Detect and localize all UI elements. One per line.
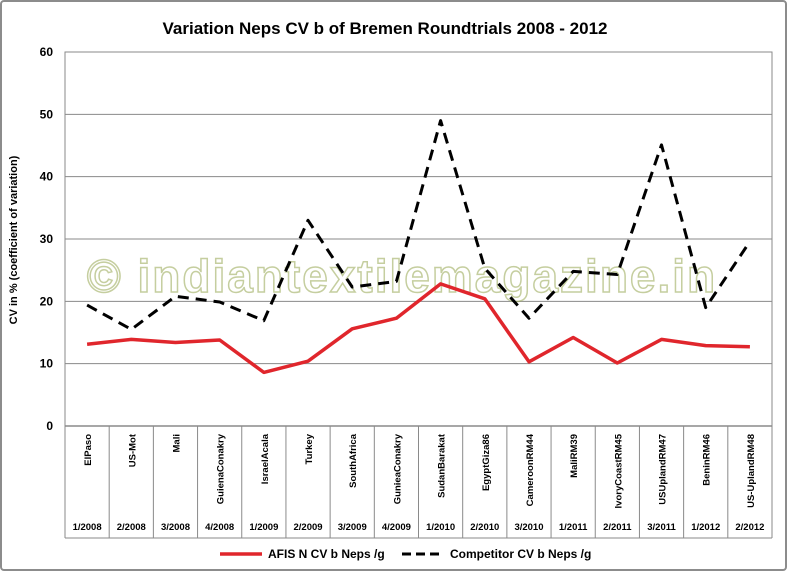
category-label: GuienaConakry	[216, 433, 227, 504]
period-label: 3/2008	[161, 522, 190, 533]
category-label: SudanBarakat	[437, 433, 448, 498]
category-label: Mali	[171, 434, 182, 452]
y-tick-label: 20	[40, 294, 54, 308]
y-tick-label: 40	[40, 170, 54, 184]
period-label: 3/2011	[647, 522, 676, 533]
period-label: 1/2008	[73, 522, 102, 533]
y-tick-label: 0	[46, 419, 53, 433]
period-label: 1/2011	[559, 522, 588, 533]
y-tick-label: 10	[40, 357, 54, 371]
period-label: 3/2009	[338, 522, 367, 533]
axes: 0 10 20 30 40 50 60	[40, 45, 773, 539]
legend-label: Competitor CV b Neps /g	[450, 547, 591, 561]
gridlines	[65, 51, 772, 365]
chart-title: Variation Neps CV b of Bremen Roundtrial…	[163, 19, 608, 38]
category-label: BeninRM46	[702, 434, 713, 486]
period-label: 1/2010	[426, 522, 455, 533]
category-label: CameroonRM44	[525, 433, 536, 506]
category-label: MaliRM39	[569, 434, 580, 478]
y-tick-label: 30	[40, 232, 54, 246]
y-tick-label: 50	[40, 107, 54, 121]
period-label: 2/2009	[294, 522, 323, 533]
period-label: 1/2012	[691, 522, 720, 533]
period-label: 2/2010	[470, 522, 499, 533]
category-label: IvoryCoastRM45	[613, 433, 624, 508]
period-label: 2/2008	[117, 522, 146, 533]
series-line-1	[86, 282, 750, 375]
period-label: 3/2010	[514, 522, 543, 533]
period-label: 2/2011	[603, 522, 632, 533]
period-label: 4/2009	[382, 522, 411, 533]
period-label: 4/2008	[205, 522, 234, 533]
category-labels: ElPaso 1/2008 US-Mot 2/2008 Mali 3/2008 Guiena…	[73, 433, 765, 533]
data-series	[86, 119, 752, 375]
category-label: IsraelAcala	[260, 433, 271, 484]
category-label: GunieaConakry	[392, 433, 403, 504]
series-line-2	[86, 119, 752, 331]
period-label: 2/2012	[735, 522, 764, 533]
y-axis-label: CV in % (coefficient of variation)	[8, 155, 20, 324]
y-tick-label: 60	[40, 45, 54, 59]
legend: AFIS N CV b Neps /g Competitor CV b Neps …	[220, 547, 591, 561]
period-label: 1/2009	[249, 522, 278, 533]
category-label: SouthAfrica	[348, 433, 359, 488]
category-label: ElPaso	[83, 434, 94, 466]
category-label: EgyptGiza86	[481, 434, 492, 491]
category-label: US-Mot	[127, 433, 138, 467]
category-label: US-UplandRM48	[746, 434, 757, 508]
category-label: Turkey	[304, 433, 315, 464]
category-label: USUplandRM47	[658, 434, 669, 505]
watermark-text: © indiantextilemagazine.in	[87, 250, 717, 302]
legend-label: AFIS N CV b Neps /g	[268, 547, 385, 561]
